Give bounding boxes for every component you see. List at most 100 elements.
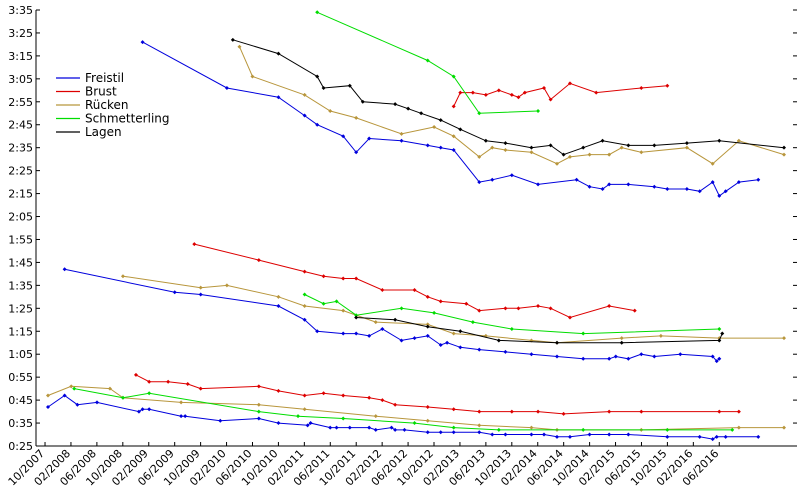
data-point [256,416,261,421]
y-tick-label: 3:15 [8,50,33,63]
data-point [315,74,320,79]
data-point [600,138,605,143]
y-tick-label: 3:35 [8,4,33,17]
data-point [256,258,261,263]
data-point [140,40,145,45]
data-point [756,434,761,439]
series-line [74,388,733,431]
legend-label: Freistil [85,71,124,85]
data-point [483,92,488,97]
legend-item: Rücken [56,98,129,112]
data-point [451,74,456,79]
data-point [72,386,77,391]
data-point [503,349,508,354]
data-point [782,336,787,341]
data-point [574,177,579,182]
data-point [477,409,482,414]
data-point [367,425,372,430]
data-point [632,308,637,313]
data-point [425,58,430,63]
data-point [607,304,612,309]
legend-label: Rücken [85,98,129,112]
data-point [490,177,495,182]
y-tick-label: 1:55 [8,233,33,246]
data-point [736,138,741,143]
data-point [302,317,307,322]
data-point [607,182,612,187]
data-point [347,83,352,88]
data-point [529,150,534,155]
data-point [224,283,229,288]
data-point [665,427,670,432]
data-point [315,329,320,334]
data-point [438,145,443,150]
data-point [256,402,261,407]
data-point [172,290,177,295]
series-line [64,268,720,362]
data-point [399,131,404,136]
data-point [723,189,728,194]
data-point [639,150,644,155]
data-point [509,409,514,414]
data-point [477,430,482,435]
data-point [354,276,359,281]
data-point [147,407,152,412]
data-point [561,411,566,416]
data-point [445,340,450,345]
data-point [438,430,443,435]
data-point [684,186,689,191]
data-point [619,336,624,341]
data-point [496,427,501,432]
data-point [626,182,631,187]
data-point [46,404,51,409]
legend-label: Lagen [85,125,122,139]
data-point [652,354,657,359]
y-tick-label: 2:35 [8,142,33,155]
data-point [230,37,235,42]
series-line [304,294,720,335]
data-point [380,287,385,292]
data-point [665,186,670,191]
data-point [470,90,475,95]
y-tick-label: 0:45 [8,394,33,407]
data-point [587,152,592,157]
y-tick-label: 3:25 [8,27,33,40]
data-point [717,409,722,414]
data-point [736,180,741,185]
data-point [308,421,313,426]
data-point [120,274,125,279]
data-point [341,393,346,398]
data-point [516,95,521,100]
data-point [477,308,482,313]
data-point [432,125,437,130]
data-point [587,184,592,189]
data-point [354,313,359,318]
data-point [425,324,430,329]
data-point [581,331,586,336]
y-tick-label: 0:35 [8,417,33,430]
data-point [399,138,404,143]
legend-label: Brust [85,85,117,99]
data-point [581,356,586,361]
data-point [451,430,456,435]
y-tick-label: 2:55 [8,96,33,109]
data-point [419,111,424,116]
data-point [496,338,501,343]
data-point [373,427,378,432]
data-point [315,122,320,127]
data-point [451,104,456,109]
data-point [133,372,138,377]
data-point [302,113,307,118]
data-point [717,356,722,361]
data-point [697,189,702,194]
data-point [75,402,80,407]
data-point [183,414,188,419]
data-point [451,425,456,430]
data-point [678,352,683,357]
y-tick-label: 2:05 [8,211,33,224]
data-point [639,352,644,357]
data-point [334,425,339,430]
y-tick-label: 1:35 [8,279,33,292]
